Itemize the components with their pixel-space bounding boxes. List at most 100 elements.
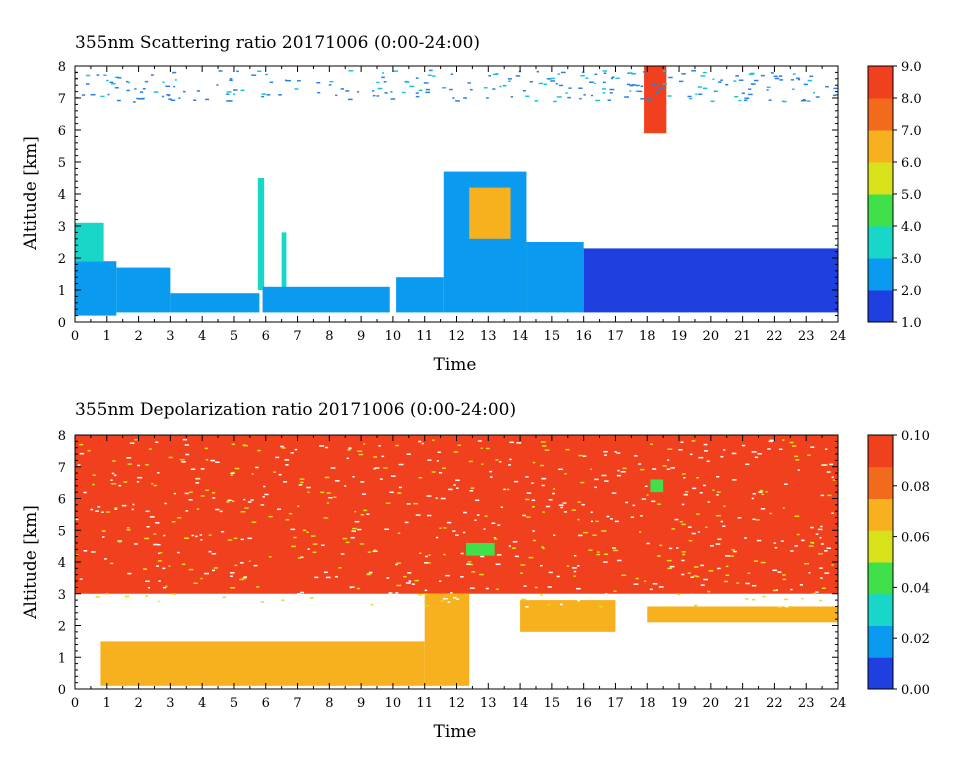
noise-speck: [715, 514, 721, 517]
noise-speck: [284, 459, 290, 461]
noise-speck: [212, 497, 216, 499]
noise-speck: [646, 494, 649, 496]
noise-speck: [670, 467, 676, 469]
noise-speck: [363, 509, 368, 512]
x-tick-label: 3: [166, 696, 174, 711]
noise-speck: [166, 94, 171, 96]
noise-speck: [616, 452, 621, 454]
noise-speck: [156, 543, 161, 546]
noise-speck: [326, 492, 331, 494]
noise-speck: [590, 468, 593, 471]
x-tick-label: 21: [734, 329, 751, 344]
noise-speck: [582, 455, 587, 457]
noise-speck: [262, 496, 265, 498]
noise-speck: [172, 71, 177, 74]
noise-speck: [503, 488, 506, 491]
colorbar-swatch: [868, 498, 893, 531]
noise-speck: [705, 526, 708, 529]
colorbar-swatch: [868, 435, 893, 468]
noise-speck: [426, 514, 432, 517]
noise-speck: [147, 587, 151, 589]
noise-speck: [747, 572, 751, 574]
noise-speck: [752, 518, 756, 521]
noise-speck: [356, 91, 360, 93]
noise-speck: [810, 600, 814, 602]
noise-speck: [622, 467, 627, 470]
noise-speck: [667, 95, 672, 97]
x-tick-label: 23: [798, 329, 815, 344]
noise-speck: [297, 593, 300, 595]
noise-speck: [745, 463, 750, 466]
noise-speck: [158, 580, 161, 582]
y-tick-label: 7: [58, 461, 66, 476]
noise-speck: [500, 506, 503, 508]
noise-speck: [691, 70, 697, 72]
noise-speck: [531, 482, 534, 484]
noise-speck: [606, 515, 610, 518]
noise-speck: [780, 540, 784, 542]
noise-speck: [229, 78, 233, 80]
noise-speck: [769, 439, 774, 442]
noise-speck: [509, 458, 512, 461]
noise-speck: [333, 496, 337, 498]
noise-speck: [716, 475, 720, 478]
noise-speck: [398, 463, 404, 466]
noise-speck: [381, 455, 385, 458]
noise-speck: [799, 584, 803, 586]
noise-speck: [511, 547, 516, 549]
noise-speck: [610, 518, 613, 520]
noise-speck: [625, 501, 629, 504]
noise-speck: [824, 550, 828, 552]
noise-speck: [748, 73, 754, 76]
noise-speck: [523, 585, 527, 587]
noise-speck: [590, 520, 593, 523]
noise-speck: [794, 455, 799, 458]
noise-speck: [188, 568, 194, 571]
noise-speck: [158, 552, 161, 555]
noise-speck: [635, 577, 639, 580]
noise-speck: [578, 534, 583, 537]
noise-speck: [777, 571, 782, 573]
noise-speck: [413, 502, 419, 505]
noise-speck: [539, 564, 543, 567]
layer-5: [281, 232, 287, 297]
x-tick-label: 7: [293, 696, 301, 711]
noise-speck: [703, 578, 708, 581]
noise-speck: [306, 486, 311, 489]
x-tick-label: 5: [230, 329, 238, 344]
noise-speck: [751, 451, 757, 453]
x-tick-label: 18: [639, 696, 656, 711]
noise-speck: [266, 94, 271, 96]
noise-speck: [770, 72, 774, 74]
noise-speck: [744, 99, 748, 102]
noise-speck: [640, 515, 643, 517]
x-tick-label: 7: [293, 329, 301, 344]
noise-speck: [603, 450, 608, 453]
noise-speck: [467, 560, 472, 563]
noise-speck: [548, 571, 553, 574]
noise-speck: [604, 480, 609, 482]
noise-speck: [231, 471, 235, 474]
noise-speck: [163, 534, 166, 537]
noise-speck: [153, 484, 157, 487]
noise-speck: [640, 98, 645, 100]
noise-speck: [722, 525, 726, 527]
noise-speck: [594, 478, 599, 481]
noise-speck: [534, 586, 538, 589]
noise-speck: [602, 530, 607, 532]
noise-speck: [244, 603, 248, 606]
noise-speck: [499, 461, 502, 463]
noise-speck: [439, 580, 442, 582]
noise-speck: [485, 587, 489, 590]
noise-speck: [418, 440, 422, 443]
noise-speck: [675, 547, 679, 549]
noise-speck: [136, 97, 139, 100]
noise-speck: [662, 465, 667, 467]
noise-speck: [447, 601, 451, 603]
noise-speck: [669, 565, 675, 568]
noise-speck: [437, 451, 441, 454]
noise-speck: [215, 461, 220, 463]
noise-speck: [216, 84, 219, 86]
noise-speck: [357, 528, 362, 531]
noise-speck: [611, 76, 615, 79]
